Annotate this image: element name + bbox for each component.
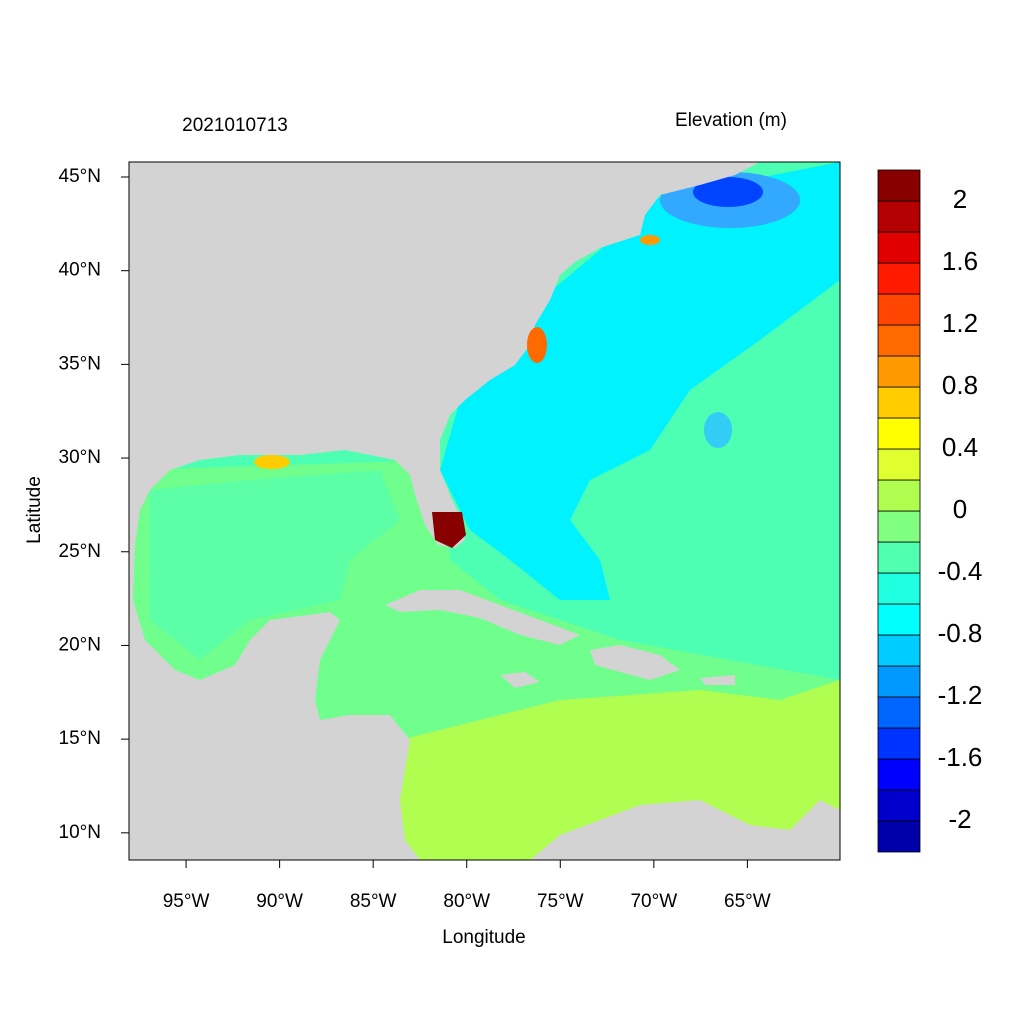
colorbar-box bbox=[877, 231, 921, 264]
y-tick-label: 40°N bbox=[59, 260, 101, 281]
colorbar-box bbox=[877, 634, 921, 667]
colorbar-box bbox=[877, 727, 921, 760]
colorbar-label: 1.6 bbox=[942, 246, 978, 276]
colorbar-label: 2 bbox=[953, 184, 967, 214]
gulf-center bbox=[150, 470, 400, 660]
colorbar-box bbox=[877, 262, 921, 295]
colorbar-box bbox=[877, 417, 921, 450]
y-tick-label: 45°N bbox=[59, 166, 101, 187]
eddy bbox=[704, 412, 732, 448]
low-water bbox=[693, 177, 763, 207]
x-tick-label: 65°W bbox=[724, 891, 771, 912]
y-tick-label: 10°N bbox=[59, 822, 101, 843]
colorbar-box bbox=[877, 696, 921, 729]
colorbar-box bbox=[877, 293, 921, 326]
colorbar-box bbox=[877, 169, 921, 202]
colorbar-box bbox=[877, 479, 921, 512]
colorbar-label: -2 bbox=[948, 804, 971, 834]
colorbar-box bbox=[877, 572, 921, 605]
colorbar-label: -1.6 bbox=[938, 742, 983, 772]
colorbar-label: -0.4 bbox=[938, 556, 983, 586]
x-tick-label: 80°W bbox=[443, 891, 490, 912]
colorbar-label: -0.8 bbox=[938, 618, 983, 648]
colorbar-label: 1.2 bbox=[942, 308, 978, 338]
atlantic-cyan bbox=[440, 162, 840, 600]
y-tick-label: 15°N bbox=[59, 728, 101, 749]
colorbar-box bbox=[877, 355, 921, 388]
colorbar-box bbox=[877, 789, 921, 822]
land bbox=[500, 672, 540, 688]
x-tick-label: 95°W bbox=[163, 891, 210, 912]
surge bbox=[432, 512, 466, 548]
y-tick-label: 35°N bbox=[59, 353, 101, 374]
subtitle: Elevation (m) bbox=[675, 110, 787, 131]
colorbar-label: 0.8 bbox=[942, 370, 978, 400]
colorbar-label: 0.4 bbox=[942, 432, 978, 462]
colorbar-box bbox=[877, 200, 921, 233]
land bbox=[530, 800, 840, 860]
surge bbox=[254, 455, 290, 469]
map-area bbox=[129, 162, 840, 860]
colorbar-label: -1.2 bbox=[938, 680, 983, 710]
colorbar-box bbox=[877, 386, 921, 419]
colorbar-box bbox=[877, 448, 921, 481]
plot-frame bbox=[128, 161, 841, 861]
colorbar-label: 0 bbox=[953, 494, 967, 524]
colorbar-box bbox=[877, 510, 921, 543]
colorbar: -2 -1.6 -1.2 -0.8 -0.4 0 0.4 0.8 1.2 1.6 2 bbox=[877, 169, 983, 853]
x-tick-label: 70°W bbox=[630, 891, 677, 912]
title: 2021010713 bbox=[182, 115, 288, 136]
y-tick-label: 30°N bbox=[59, 447, 101, 468]
x-tick-label: 85°W bbox=[350, 891, 397, 912]
surge bbox=[527, 327, 547, 363]
colorbar-box bbox=[877, 603, 921, 636]
land bbox=[590, 645, 680, 680]
colorbar-box bbox=[877, 324, 921, 357]
land bbox=[129, 162, 760, 860]
y-axis-label: Latitude bbox=[24, 476, 45, 544]
x-tick-label: 75°W bbox=[537, 891, 584, 912]
x-tick-label: 90°W bbox=[256, 891, 303, 912]
land bbox=[385, 590, 580, 645]
y-tick-label: 20°N bbox=[59, 634, 101, 655]
colorbar-box bbox=[877, 541, 921, 574]
x-axis-label: Longitude bbox=[442, 927, 525, 948]
surge bbox=[640, 235, 660, 245]
colorbar-box bbox=[877, 665, 921, 698]
colorbar-box bbox=[877, 758, 921, 791]
y-tick-label: 25°N bbox=[59, 541, 101, 562]
land bbox=[700, 675, 735, 685]
colorbar-box bbox=[877, 820, 921, 853]
